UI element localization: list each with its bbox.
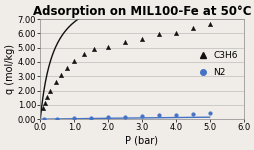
Title: Adsorption on MIL100-Fe at 50°C: Adsorption on MIL100-Fe at 50°C [33, 5, 250, 18]
Point [65, 67, 69, 70]
Point [72, 59, 76, 62]
Point [72, 117, 76, 119]
Point [40, 107, 44, 109]
Point [207, 23, 211, 25]
Point [41, 118, 45, 120]
Point [207, 112, 211, 115]
Point [122, 41, 126, 43]
Point [42, 102, 46, 105]
Point [55, 117, 59, 120]
Point [92, 48, 96, 50]
Point [173, 114, 177, 116]
Legend: C3H6, N2: C3H6, N2 [192, 51, 238, 78]
Point [106, 46, 110, 48]
Point [139, 38, 144, 40]
X-axis label: P (bar): P (bar) [125, 135, 158, 145]
Point [82, 53, 86, 55]
Point [156, 33, 160, 35]
Point [122, 115, 126, 118]
Point [156, 114, 160, 117]
Point [45, 96, 49, 98]
Point [106, 116, 110, 118]
Point [173, 31, 177, 34]
Point [53, 81, 57, 83]
Y-axis label: q (mol/kg): q (mol/kg) [5, 44, 15, 94]
Point [58, 74, 62, 76]
Point [190, 27, 194, 30]
Point [139, 115, 144, 117]
Point [89, 117, 93, 119]
Point [190, 113, 194, 115]
Point [48, 89, 52, 92]
